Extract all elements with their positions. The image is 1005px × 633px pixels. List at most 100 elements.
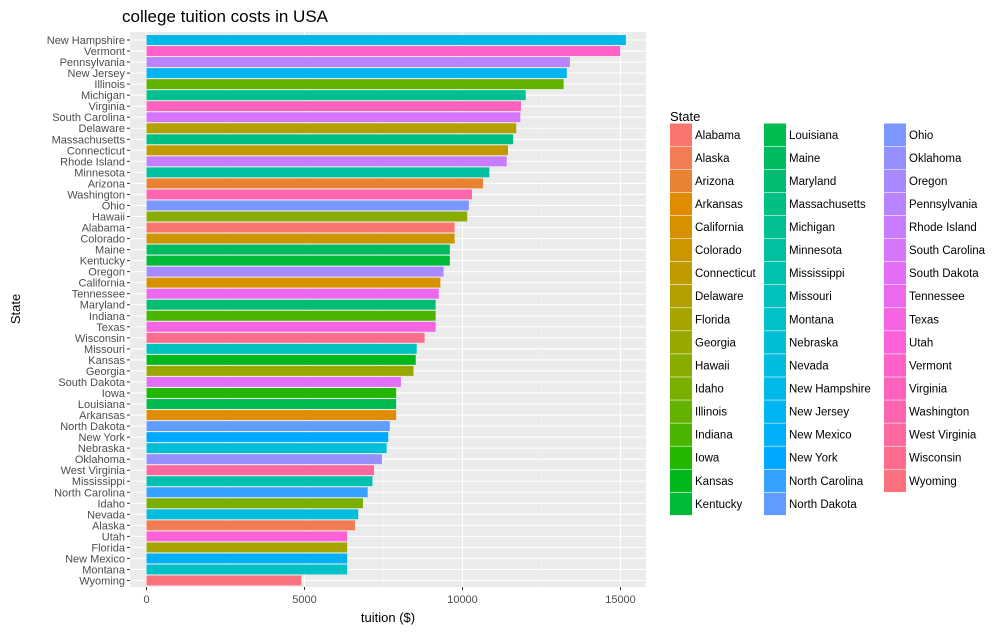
bar-georgia	[146, 365, 414, 376]
y-tick-label: Oklahoma	[75, 454, 126, 466]
y-tick-label: Connecticut	[67, 145, 125, 157]
legend-key-california	[670, 215, 692, 239]
bar-maine	[146, 244, 450, 255]
y-tick-label: California	[79, 278, 126, 290]
legend-key-georgia	[670, 331, 692, 354]
legend-label: Montana	[789, 314, 834, 326]
bar-nevada	[146, 509, 359, 520]
bar-montana	[146, 564, 348, 575]
y-tick-label: Idaho	[97, 498, 125, 510]
legend-label: Oklahoma	[909, 153, 962, 165]
legend-key-pennsylvania	[884, 192, 906, 216]
legend-key-missouri	[764, 284, 786, 308]
legend-key-mississippi	[764, 261, 786, 285]
y-tick-label: Montana	[82, 564, 126, 576]
legend-label: Kansas	[695, 476, 734, 488]
legend-label: Minnesota	[789, 245, 843, 257]
legend-key-west-virginia	[884, 423, 906, 446]
bar-minnesota	[146, 167, 490, 178]
y-tick-label: Pennsylvania	[60, 57, 126, 69]
legend-key-tennessee	[884, 284, 906, 308]
legend-key-north-carolina	[764, 469, 786, 493]
bar-texas	[146, 321, 436, 332]
y-tick-label: Mississippi	[72, 476, 125, 488]
bar-illinois	[146, 79, 564, 90]
legend-label: Michigan	[789, 222, 835, 234]
bar-south-dakota	[146, 376, 401, 387]
legend-label: Wisconsin	[909, 453, 961, 465]
y-tick-label: Indiana	[89, 311, 126, 323]
legend-key-nevada	[764, 354, 786, 377]
y-tick-label: Colorado	[80, 234, 125, 246]
legend-key-illinois	[670, 400, 692, 423]
x-ticks: 0 5000 10000 15000	[143, 587, 636, 606]
bar-arkansas	[146, 410, 397, 421]
y-tick-label: Alabama	[82, 223, 126, 235]
legend-key-virginia	[884, 377, 906, 400]
legend-label: Idaho	[695, 384, 724, 396]
legend-label: Iowa	[695, 453, 720, 465]
legend-label: Alabama	[695, 130, 741, 142]
legend-key-wisconsin	[884, 446, 906, 469]
legend-label: South Dakota	[909, 268, 979, 280]
legend-key-connecticut	[670, 261, 692, 285]
bar-new-hampshire	[146, 35, 626, 45]
legend-label: Oregon	[909, 176, 947, 188]
legend-label: Virginia	[909, 384, 948, 396]
legend-label: Pennsylvania	[909, 199, 978, 211]
legend-key-arizona	[670, 169, 692, 193]
legend-label: Nebraska	[789, 337, 839, 349]
y-tick-label: North Dakota	[60, 421, 126, 433]
y-tick-label: South Carolina	[52, 112, 126, 124]
legend-label: Vermont	[909, 360, 953, 372]
y-tick-label: Oregon	[88, 267, 125, 279]
legend-label: Delaware	[695, 291, 744, 303]
y-tick-label: Nebraska	[78, 443, 126, 455]
y-tick-label: Rhode Island	[60, 156, 125, 168]
y-tick-label: Louisiana	[78, 399, 126, 411]
legend-label: Georgia	[695, 337, 737, 349]
bar-hawaii	[146, 211, 468, 222]
y-tick-label: Maine	[95, 245, 125, 257]
bar-california	[146, 277, 441, 288]
legend-key-indiana	[670, 423, 692, 446]
y-tick-label: New Hampshire	[47, 35, 125, 47]
legend-label: New York	[789, 453, 838, 465]
legend-label: Louisiana	[789, 130, 839, 142]
legend-label: Wyoming	[909, 476, 957, 488]
legend-label: Indiana	[695, 430, 733, 442]
y-tick-label: Michigan	[81, 90, 125, 102]
legend-key-florida	[670, 308, 692, 331]
legend-key-alaska	[670, 146, 692, 170]
legend-title: State	[670, 109, 700, 124]
legend-key-new-jersey	[764, 400, 786, 423]
bar-colorado	[146, 233, 455, 244]
legend-key-maine	[764, 146, 786, 170]
y-tick-label: North Carolina	[54, 487, 126, 499]
chart-title: college tuition costs in USA	[122, 7, 329, 26]
bar-massachusetts	[146, 134, 514, 145]
y-tick-label: Virginia	[89, 101, 126, 113]
legend-key-north-dakota	[764, 492, 786, 516]
y-tick-label: Nevada	[87, 509, 126, 521]
y-tick-label: New York	[79, 432, 126, 444]
legend-key-new-hampshire	[764, 377, 786, 400]
legend-key-new-york	[764, 446, 786, 469]
legend-key-south-carolina	[884, 238, 906, 262]
legend-label: West Virginia	[909, 430, 977, 442]
legend-label: Florida	[695, 314, 731, 326]
legend-key-oregon	[884, 169, 906, 193]
y-tick-label: Iowa	[102, 388, 126, 400]
y-tick-label: Ohio	[102, 200, 125, 212]
legend-key-washington	[884, 400, 906, 423]
legend-label: Connecticut	[695, 268, 757, 280]
y-tick-label: Minnesota	[74, 167, 126, 179]
legend-label: Maine	[789, 153, 820, 165]
bar-idaho	[146, 498, 363, 509]
bar-louisiana	[146, 399, 397, 409]
legend-label: California	[695, 222, 744, 234]
bar-utah	[146, 531, 348, 542]
legend-label: Massachusetts	[789, 199, 866, 211]
y-tick-label: Massachusetts	[52, 134, 126, 146]
